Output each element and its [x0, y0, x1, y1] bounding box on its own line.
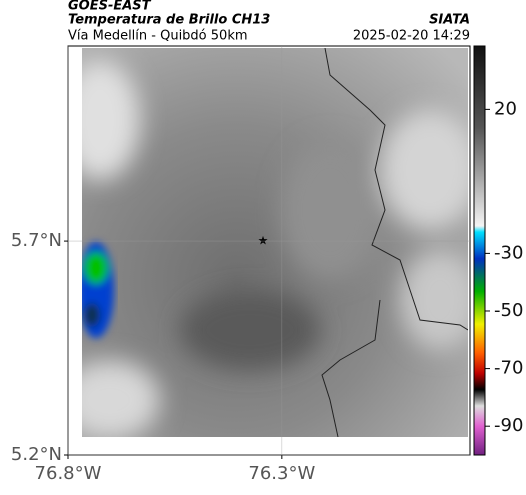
credit: SIATA	[429, 13, 470, 28]
x-tick-label: 76.3°W	[248, 463, 315, 484]
colorbar-tick-label: 20	[494, 98, 517, 119]
title: Temperatura de Brillo CH13	[68, 13, 270, 28]
station-marker: ★	[258, 234, 269, 248]
subtitle: Vía Medellín - Quibdó 50km	[68, 29, 248, 44]
x-tick-label: 76.8°W	[35, 463, 102, 484]
timestamp: 2025-02-20 14:29	[353, 29, 470, 44]
colorbar	[473, 45, 486, 456]
colorbar-tick-label: -30	[494, 242, 523, 263]
colorbar-tick-label: -70	[494, 358, 523, 379]
y-tick-label: 5.2°N	[11, 444, 62, 465]
source: GOES-EAST	[68, 0, 152, 14]
satellite-image	[82, 48, 468, 437]
ticks: 76.8°W 76.3°W 5.2°N 5.7°N 20 -30 -50 -70 -90	[11, 46, 523, 484]
colorbar-tick-label: -50	[494, 300, 523, 321]
y-tick-label: 5.7°N	[11, 230, 62, 251]
colorbar-tick-label: -90	[494, 415, 523, 436]
